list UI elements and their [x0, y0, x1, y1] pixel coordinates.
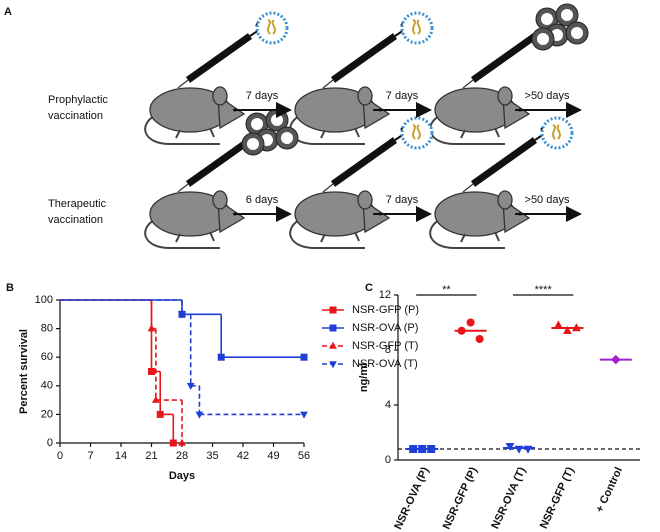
interval-label: >50 days: [525, 194, 570, 206]
marker: [514, 445, 524, 454]
marker: [572, 323, 581, 332]
marker: [466, 318, 475, 327]
x-tick-label: NSR-OVA (T): [489, 465, 528, 531]
marker: [178, 438, 186, 446]
panel-label: B: [6, 282, 14, 294]
marker: [523, 445, 533, 454]
x-tick-label: NSR-OVA (P): [392, 465, 431, 531]
marker: [217, 353, 225, 361]
panel-label: A: [4, 6, 12, 18]
x-tick-label: 21: [145, 450, 157, 462]
y-tick-label: 0: [385, 454, 391, 466]
significance-label: ****: [535, 284, 553, 296]
y-tick-label: 0: [47, 437, 53, 449]
legend-label: NSR-GFP (P): [352, 304, 419, 316]
schema: [144, 4, 588, 249]
marker: [329, 306, 337, 314]
legend-label: NSR-OVA (P): [352, 322, 418, 334]
interval-label: 7 days: [246, 90, 279, 102]
marker: [457, 326, 466, 335]
legend-label: NSR-OVA (T): [352, 358, 418, 370]
row-label: Prophylactic: [48, 94, 108, 106]
x-tick-label: 56: [298, 450, 310, 462]
marker: [611, 354, 621, 365]
marker: [156, 410, 164, 418]
marker: [148, 368, 155, 375]
marker: [147, 324, 156, 332]
marker: [300, 353, 308, 361]
panel-label: C: [365, 282, 373, 294]
y-tick-label: 20: [41, 408, 53, 420]
marker: [427, 445, 436, 453]
marker: [186, 383, 195, 390]
y-axis-title: Percent survival: [18, 329, 30, 414]
y-tick-label: 4: [385, 399, 391, 411]
x-tick-label: 35: [206, 450, 218, 462]
x-tick-label: 28: [176, 450, 188, 462]
legend-label: NSR-GFP (T): [352, 340, 418, 352]
marker: [152, 395, 160, 403]
significance-label: **: [442, 284, 451, 296]
y-tick-label: 100: [35, 294, 53, 306]
row-label: Therapeutic: [48, 198, 107, 210]
marker: [300, 411, 308, 419]
y-axis-title: ng/ml: [358, 363, 370, 392]
marker: [409, 445, 418, 453]
x-tick-label: 7: [87, 450, 93, 462]
x-tick-label: + Control: [594, 465, 625, 514]
marker: [505, 443, 515, 452]
interval-label: 6 days: [246, 194, 279, 206]
interval-label: 7 days: [386, 194, 419, 206]
y-tick-label: 80: [41, 323, 53, 335]
x-tick-label: NSR-GFP (T): [538, 465, 577, 531]
y-tick-label: 60: [41, 351, 53, 363]
x-tick-label: 49: [267, 450, 279, 462]
marker: [169, 439, 177, 447]
marker: [329, 361, 337, 369]
x-tick-label: NSR-GFP (P): [441, 465, 480, 531]
interval-label: 7 days: [386, 90, 419, 102]
marker: [418, 445, 427, 453]
marker: [178, 311, 186, 319]
y-tick-label: 40: [41, 380, 53, 392]
x-axis-title: Days: [169, 470, 195, 482]
x-tick-label: 0: [57, 450, 63, 462]
row-label: vaccination: [48, 214, 103, 226]
interval-label: >50 days: [525, 90, 570, 102]
x-tick-label: 42: [237, 450, 249, 462]
y-tick-label: 12: [379, 289, 391, 301]
x-tick-label: 14: [115, 450, 127, 462]
marker: [195, 411, 204, 419]
marker: [329, 324, 337, 332]
marker: [563, 325, 572, 334]
marker: [554, 320, 563, 329]
y-tick-label: 8: [385, 344, 391, 356]
marker: [329, 341, 337, 349]
row-label: vaccination: [48, 110, 103, 122]
marker: [475, 335, 484, 343]
